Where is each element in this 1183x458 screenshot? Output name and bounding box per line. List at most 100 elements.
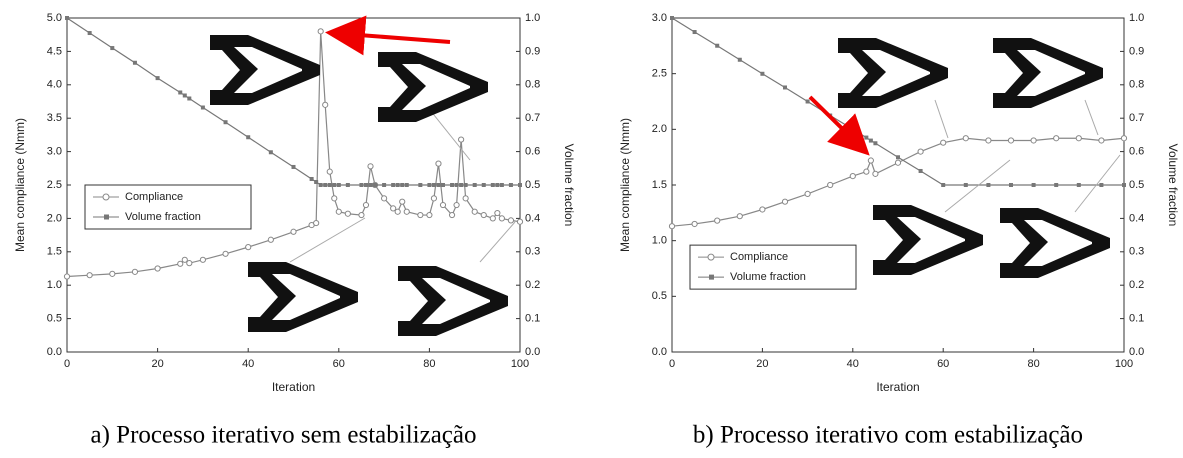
point xyxy=(336,183,341,187)
point xyxy=(849,172,856,180)
y2-tick-label: 0.1 xyxy=(1129,313,1144,325)
y-tick-label: 0.5 xyxy=(652,290,667,302)
point xyxy=(518,183,522,187)
point xyxy=(715,43,720,48)
point xyxy=(131,268,139,275)
point xyxy=(430,195,438,202)
point xyxy=(267,236,274,243)
point xyxy=(268,150,273,155)
point xyxy=(1031,183,1036,187)
chart: 0 20 40 60 80 1000.00.51.01.52.02.53.03.54.04… xyxy=(13,12,576,449)
point xyxy=(199,256,206,263)
y-tick-label: 1.0 xyxy=(652,235,667,247)
y2-tick-label: 0.1 xyxy=(525,313,540,325)
x-tick-label: 40 xyxy=(847,358,859,370)
point xyxy=(737,57,742,62)
point xyxy=(154,265,161,272)
point xyxy=(963,183,968,187)
y-tick-label: 3.0 xyxy=(47,146,62,158)
point xyxy=(471,208,478,215)
point xyxy=(200,105,205,110)
y2-tick-label: 0.6 xyxy=(525,146,540,158)
point xyxy=(714,217,721,224)
point xyxy=(918,168,923,173)
point xyxy=(417,211,424,219)
point xyxy=(736,213,743,220)
point xyxy=(872,170,879,177)
y2-tick-label: 0.2 xyxy=(525,279,540,291)
point xyxy=(358,211,365,219)
point xyxy=(481,183,486,187)
legend-marker xyxy=(104,214,109,220)
y2-tick-label: 0.9 xyxy=(1129,45,1144,57)
point xyxy=(439,201,447,209)
y2-tick-label: 0.4 xyxy=(525,212,540,224)
caption: b) Processo iterativo com estabilização xyxy=(693,422,1083,449)
legend-box xyxy=(689,244,857,290)
point xyxy=(863,168,870,175)
x-tick-label: 20 xyxy=(151,358,163,370)
point xyxy=(805,99,810,104)
point xyxy=(395,183,400,187)
y2-tick-label: 0.3 xyxy=(1129,246,1144,258)
point xyxy=(1009,183,1013,187)
y-tick-label: 1.0 xyxy=(47,279,62,291)
point xyxy=(291,164,296,169)
x-tick-label: 60 xyxy=(333,358,345,370)
annotation-arrows xyxy=(325,15,870,156)
point xyxy=(400,183,405,187)
x-tick-label: 80 xyxy=(1027,358,1039,370)
y2-tick-label: 0.8 xyxy=(525,79,540,91)
y-tick-label: 2.5 xyxy=(652,68,667,80)
legend-label: Compliance xyxy=(125,191,183,203)
legend-label: Compliance xyxy=(730,251,788,263)
point xyxy=(454,183,459,187)
y2-tick-label: 0.5 xyxy=(1129,179,1144,191)
point xyxy=(1120,135,1128,142)
point xyxy=(1054,183,1059,187)
point xyxy=(453,201,460,209)
point xyxy=(494,209,501,217)
point xyxy=(381,195,388,202)
point xyxy=(373,183,378,187)
y2-tick-label: 0.5 xyxy=(525,179,540,191)
point xyxy=(489,215,496,222)
point xyxy=(332,183,337,187)
point xyxy=(1122,183,1126,187)
point xyxy=(480,211,487,219)
point xyxy=(450,183,455,187)
point xyxy=(804,190,811,198)
point xyxy=(368,183,373,187)
y2-tick-label: 0.7 xyxy=(525,112,540,124)
point xyxy=(181,256,188,263)
x-tick-label: 0 xyxy=(64,358,70,370)
point xyxy=(894,159,902,166)
point xyxy=(367,163,374,170)
point xyxy=(498,215,505,222)
y2-axis-label: Volume fraction xyxy=(562,144,576,227)
point xyxy=(941,183,946,187)
point xyxy=(759,206,766,213)
series-line xyxy=(66,31,521,278)
y-tick-label: 1.5 xyxy=(47,246,62,258)
y2-tick-label: 0.0 xyxy=(1129,346,1144,358)
x-tick-label: 100 xyxy=(511,358,529,370)
point xyxy=(1075,135,1082,142)
point xyxy=(187,96,192,101)
legend-box xyxy=(84,184,252,230)
x-axis-label: Iteration xyxy=(876,380,919,394)
caption: a) Processo iterativo sem estabilização xyxy=(91,422,477,449)
point xyxy=(382,183,387,187)
point xyxy=(335,208,342,215)
point xyxy=(391,183,396,187)
point xyxy=(940,139,947,146)
point xyxy=(186,260,193,267)
y2-tick-label: 0.3 xyxy=(525,246,540,258)
y-tick-label: 5.0 xyxy=(47,12,62,24)
y-tick-label: 1.5 xyxy=(652,179,667,191)
legend-marker xyxy=(102,193,110,201)
y-tick-label: 2.0 xyxy=(652,123,667,135)
point xyxy=(314,179,319,184)
point xyxy=(222,250,229,257)
